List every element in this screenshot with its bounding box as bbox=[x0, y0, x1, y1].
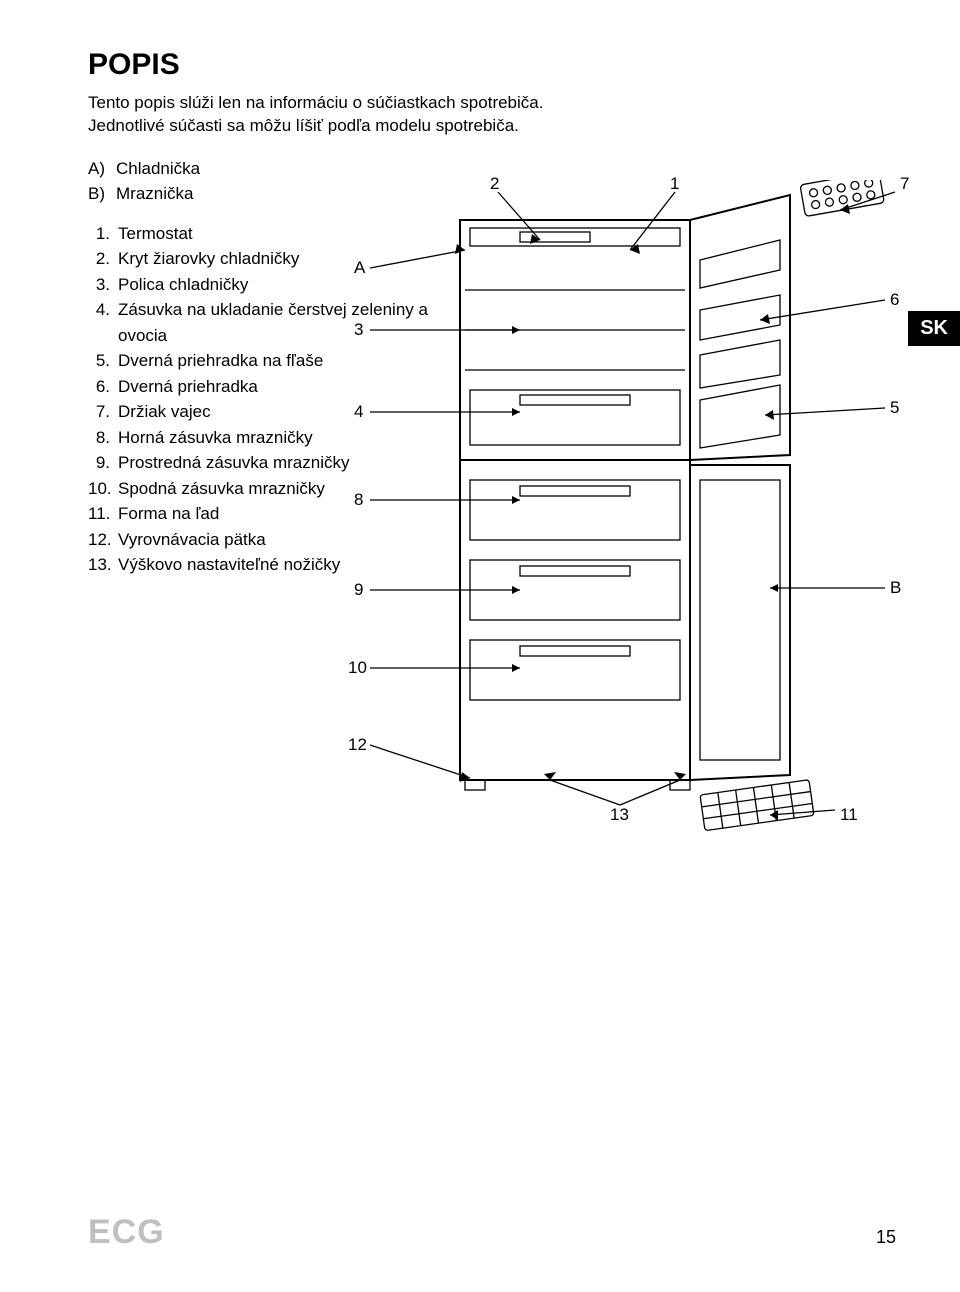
part-label: Držiak vajec bbox=[118, 399, 211, 425]
intro-text: Tento popis slúži len na informáciu o sú… bbox=[88, 92, 608, 138]
callout-9: 9 bbox=[354, 580, 363, 600]
fridge-diagram: 2 1 7 A 3 4 8 9 10 12 6 5 B 13 11 bbox=[370, 180, 930, 880]
callout-4: 4 bbox=[354, 402, 363, 422]
part-num: 8. bbox=[88, 425, 118, 451]
part-label: Polica chladničky bbox=[118, 272, 248, 298]
callout-10: 10 bbox=[348, 658, 367, 678]
part-num: 4. bbox=[88, 297, 118, 348]
part-label: Spodná zásuvka mrazničky bbox=[118, 476, 325, 502]
page-title: POPIS bbox=[88, 48, 896, 82]
part-num: 1. bbox=[88, 221, 118, 247]
callout-6: 6 bbox=[890, 290, 899, 310]
page-number: 15 bbox=[876, 1227, 896, 1248]
callout-1: 1 bbox=[670, 174, 679, 194]
part-label: Výškovo nastaviteľné nožičky bbox=[118, 552, 340, 578]
callout-5: 5 bbox=[890, 398, 899, 418]
page-footer: ECG 15 bbox=[88, 1213, 896, 1252]
callout-11: 11 bbox=[840, 805, 858, 825]
section-label: Mraznička bbox=[116, 181, 193, 207]
section-letter: B) bbox=[88, 181, 116, 207]
part-label: Horná zásuvka mrazničky bbox=[118, 425, 313, 451]
part-label: Kryt žiarovky chladničky bbox=[118, 246, 299, 272]
section-letter: A) bbox=[88, 156, 116, 182]
callout-3: 3 bbox=[354, 320, 363, 340]
part-num: 11. bbox=[88, 501, 118, 527]
part-num: 10. bbox=[88, 476, 118, 502]
part-label: Termostat bbox=[118, 221, 193, 247]
section-label: Chladnička bbox=[116, 156, 200, 182]
part-label: Vyrovnávacia pätka bbox=[118, 527, 266, 553]
callout-B: B bbox=[890, 578, 901, 598]
part-label: Dverná priehradka na fľaše bbox=[118, 348, 323, 374]
callout-8: 8 bbox=[354, 490, 363, 510]
part-num: 13. bbox=[88, 552, 118, 578]
callout-12: 12 bbox=[348, 735, 367, 755]
part-label: Prostredná zásuvka mrazničky bbox=[118, 450, 349, 476]
part-num: 2. bbox=[88, 246, 118, 272]
part-num: 5. bbox=[88, 348, 118, 374]
callout-A: A bbox=[354, 258, 365, 278]
part-num: 3. bbox=[88, 272, 118, 298]
part-num: 12. bbox=[88, 527, 118, 553]
callout-2: 2 bbox=[490, 174, 499, 194]
brand-logo: ECG bbox=[88, 1213, 165, 1252]
part-num: 9. bbox=[88, 450, 118, 476]
part-label: Dverná priehradka bbox=[118, 374, 258, 400]
part-num: 7. bbox=[88, 399, 118, 425]
callout-13: 13 bbox=[610, 805, 629, 825]
part-label: Forma na ľad bbox=[118, 501, 219, 527]
callout-7: 7 bbox=[900, 174, 909, 194]
fridge-svg bbox=[370, 180, 930, 880]
part-num: 6. bbox=[88, 374, 118, 400]
